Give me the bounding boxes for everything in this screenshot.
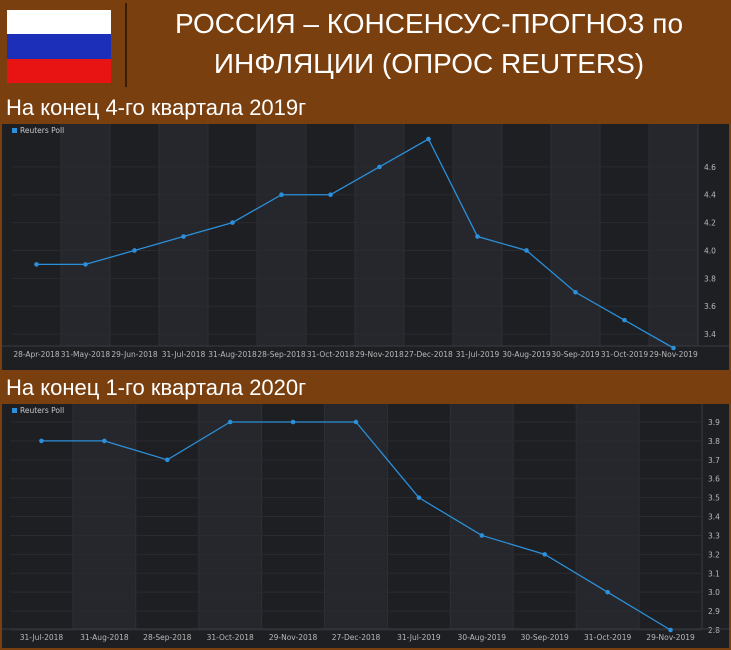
data-point bbox=[132, 248, 137, 253]
legend-label: Reuters Poll bbox=[20, 406, 64, 415]
flag-white-stripe bbox=[7, 10, 111, 34]
data-point bbox=[479, 533, 485, 538]
data-point bbox=[622, 317, 627, 323]
data-point bbox=[605, 589, 610, 595]
y-tick-label: 4.6 bbox=[704, 163, 716, 172]
data-point bbox=[83, 262, 88, 267]
y-tick-label: 3.8 bbox=[704, 274, 716, 283]
chart-2-title: На конец 1-го квартала 2020г bbox=[6, 375, 307, 400]
data-point bbox=[524, 248, 529, 253]
russia-flag-icon bbox=[3, 3, 121, 87]
y-tick-label: 4.0 bbox=[704, 246, 716, 255]
chart-q4-2019-svg: 3.4 3.6 3.8 4.0 4.2 4.4 4.6 28-Apr-2018 31-May-2… bbox=[2, 124, 729, 359]
y-tick-label: 3.0 bbox=[708, 588, 720, 597]
page-title-line-2: ИНФЛЯЦИИ (ОПРОС REUTERS) bbox=[213, 48, 645, 79]
y-tick-label: 3.8 bbox=[708, 437, 720, 446]
y-tick-label: 4.2 bbox=[704, 219, 716, 228]
header-divider bbox=[125, 3, 127, 87]
legend-label: Reuters Poll bbox=[20, 126, 64, 135]
series-line-reuters-poll bbox=[36, 138, 674, 349]
data-point bbox=[377, 164, 382, 170]
legend-swatch bbox=[12, 408, 17, 413]
flag-red-stripe bbox=[7, 59, 111, 83]
data-point bbox=[671, 345, 676, 351]
data-point bbox=[426, 136, 431, 142]
data-point bbox=[475, 234, 480, 239]
data-point bbox=[181, 234, 186, 239]
y-tick-label: 3.6 bbox=[708, 475, 720, 484]
page-title-line-1: РОССИЯ – КОНСЕНСУС-ПРОГНОЗ по bbox=[174, 8, 684, 39]
data-point bbox=[102, 438, 107, 444]
x-tick-label: 30-Aug-2019 bbox=[502, 350, 551, 359]
page-title: РОССИЯ – КОНСЕНСУС-ПРОГНОЗ по ИНФЛЯЦИИ (… bbox=[130, 4, 728, 88]
x-tick-label: 28-Sep-2018 bbox=[257, 350, 305, 359]
data-point bbox=[290, 419, 296, 425]
grid-band bbox=[551, 124, 600, 346]
data-point bbox=[328, 192, 333, 198]
x-tick-label: 31-Oct-2018 bbox=[307, 350, 354, 359]
data-point bbox=[34, 262, 39, 267]
x-tick-label: 29-Jun-2018 bbox=[111, 350, 157, 359]
x-tick-label: 31-Aug-2018 bbox=[80, 633, 129, 642]
x-tick-label: 28-Sep-2018 bbox=[143, 633, 191, 642]
y-tick-label: 3.6 bbox=[704, 302, 716, 311]
y-tick-label: 2.8 bbox=[708, 626, 720, 635]
grid-band bbox=[649, 124, 698, 346]
x-tick-label: 30-Sep-2019 bbox=[551, 350, 599, 359]
x-tick-label: 31-Jul-2018 bbox=[20, 633, 64, 642]
y-tick-label: 4.4 bbox=[704, 191, 716, 200]
y-tick-label: 2.9 bbox=[708, 607, 720, 616]
chart-1-title: На конец 4-го квартала 2019г bbox=[6, 95, 307, 120]
x-tick-label: 29-Nov-2019 bbox=[646, 633, 695, 642]
data-point bbox=[279, 192, 284, 198]
x-tick-label: 31-Oct-2018 bbox=[207, 633, 254, 642]
y-tick-label: 3.7 bbox=[708, 456, 720, 465]
data-point bbox=[668, 627, 673, 633]
data-point bbox=[39, 438, 44, 444]
y-tick-label: 3.9 bbox=[708, 418, 720, 427]
x-tick-label: 28-Apr-2018 bbox=[13, 350, 60, 359]
chart-q4-2019: 3.4 3.6 3.8 4.0 4.2 4.4 4.6 28-Apr-2018 31-May-2… bbox=[2, 124, 729, 370]
x-tick-label: 31-Jul-2019 bbox=[456, 350, 500, 359]
x-tick-label: 29-Nov-2019 bbox=[649, 350, 698, 359]
x-tick-label: 30-Aug-2019 bbox=[458, 633, 507, 642]
chart-q1-2020-svg: 2.8 2.9 3.0 3.1 3.2 3.3 3.4 3.5 3.6 3.7 3.8 3.9 31-J… bbox=[2, 404, 729, 642]
grid-band bbox=[355, 124, 404, 346]
y-tick-label: 3.4 bbox=[708, 513, 720, 522]
data-point bbox=[353, 419, 359, 425]
legend-swatch bbox=[12, 128, 17, 133]
x-tick-label: 29-Nov-2018 bbox=[269, 633, 318, 642]
grid-band bbox=[257, 124, 306, 346]
x-tick-label: 31-Aug-2018 bbox=[208, 350, 257, 359]
grid-band bbox=[61, 124, 110, 346]
data-point bbox=[416, 495, 422, 500]
x-tick-label: 29-Nov-2018 bbox=[355, 350, 404, 359]
x-tick-label: 30-Sep-2019 bbox=[521, 633, 569, 642]
y-tick-label: 3.4 bbox=[704, 330, 716, 339]
y-tick-label: 3.3 bbox=[708, 531, 720, 540]
data-point bbox=[227, 419, 233, 425]
x-tick-label: 27-Dec-2018 bbox=[332, 633, 381, 642]
chart-q1-2020: 2.8 2.9 3.0 3.1 3.2 3.3 3.4 3.5 3.6 3.7 3.8 3.9 31-J… bbox=[2, 404, 729, 648]
x-tick-label: 27-Dec-2018 bbox=[404, 350, 453, 359]
data-point bbox=[230, 220, 235, 225]
data-point bbox=[542, 552, 548, 557]
data-point bbox=[573, 289, 578, 295]
y-tick-label: 3.5 bbox=[708, 494, 720, 503]
data-point bbox=[164, 457, 170, 463]
x-tick-label: 31-Oct-2019 bbox=[601, 350, 648, 359]
x-tick-label: 31-Oct-2019 bbox=[584, 633, 631, 642]
x-tick-label: 31-Jul-2019 bbox=[397, 633, 441, 642]
x-tick-label: 31-Jul-2018 bbox=[162, 350, 206, 359]
flag-blue-stripe bbox=[7, 34, 111, 59]
x-tick-label: 31-May-2018 bbox=[61, 350, 111, 359]
y-tick-label: 3.1 bbox=[708, 569, 720, 578]
y-tick-label: 3.2 bbox=[708, 550, 720, 559]
